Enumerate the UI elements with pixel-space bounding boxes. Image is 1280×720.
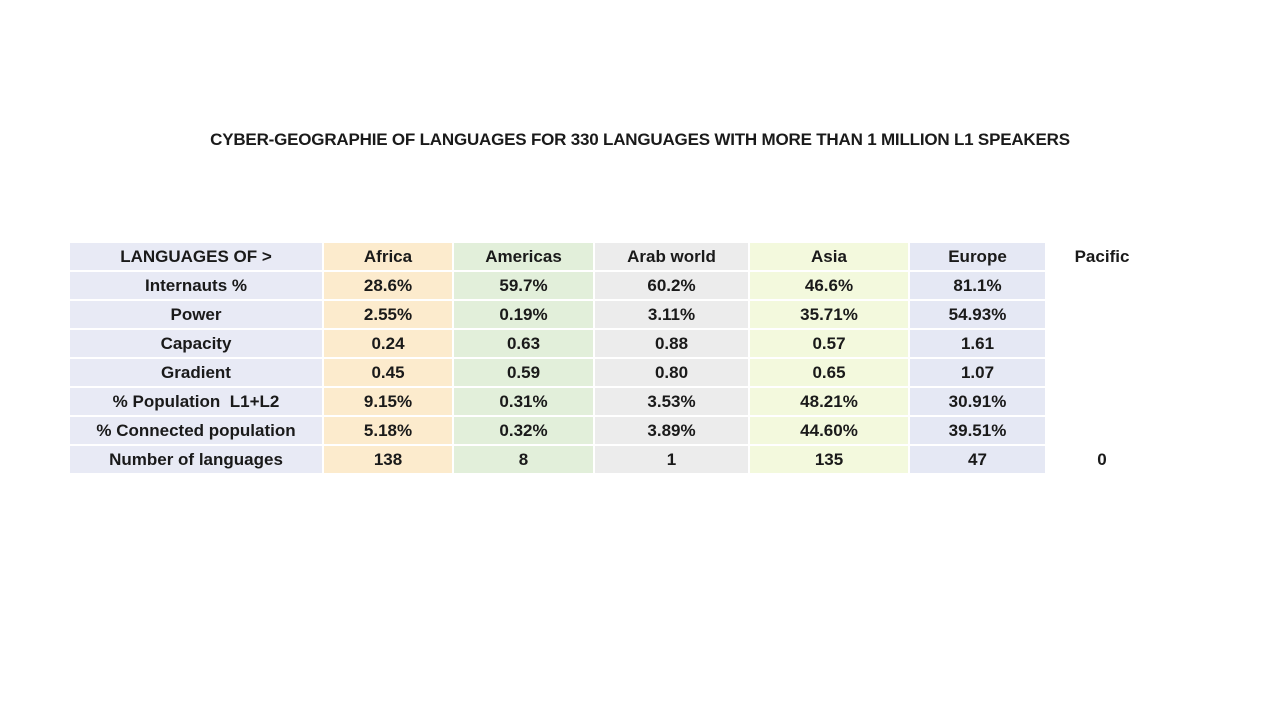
- row-label: % Population L1+L2: [70, 388, 322, 415]
- table-cell: 0.63: [454, 330, 593, 357]
- corner-header: LANGUAGES OF >: [70, 243, 322, 270]
- table-cell: 0.24: [324, 330, 452, 357]
- table-row-gradient: Gradient 0.45 0.59 0.80 0.65 1.07: [70, 359, 1157, 386]
- table-cell: 39.51%: [910, 417, 1045, 444]
- column-header-pacific: Pacific: [1047, 243, 1157, 270]
- row-label: Gradient: [70, 359, 322, 386]
- table-cell: 1.61: [910, 330, 1045, 357]
- table-cell: 0.88: [595, 330, 748, 357]
- table-cell: 44.60%: [750, 417, 908, 444]
- table-cell: 81.1%: [910, 272, 1045, 299]
- table-cell: 0.32%: [454, 417, 593, 444]
- column-header-europe: Europe: [910, 243, 1045, 270]
- table-cell: 30.91%: [910, 388, 1045, 415]
- table-cell: 8: [454, 446, 593, 473]
- row-label: Capacity: [70, 330, 322, 357]
- table-row-number-of-languages: Number of languages 138 8 1 135 47 0: [70, 446, 1157, 473]
- row-label: Number of languages: [70, 446, 322, 473]
- page-title: CYBER-GEOGRAPHIE OF LANGUAGES FOR 330 LA…: [210, 130, 1070, 149]
- table-cell: 1.07: [910, 359, 1045, 386]
- table-cell: 0.59: [454, 359, 593, 386]
- row-label: Internauts %: [70, 272, 322, 299]
- table-cell: 47: [910, 446, 1045, 473]
- table-cell: 0.65: [750, 359, 908, 386]
- table-row-internauts: Internauts % 28.6% 59.7% 60.2% 46.6% 81.…: [70, 272, 1157, 299]
- table-cell: 48.21%: [750, 388, 908, 415]
- table-cell: 46.6%: [750, 272, 908, 299]
- table-cell: 135: [750, 446, 908, 473]
- table-cell: 138: [324, 446, 452, 473]
- table-cell: [1047, 301, 1157, 328]
- table-header-row: LANGUAGES OF > Africa Americas Arab worl…: [70, 243, 1157, 270]
- table-cell: 0: [1047, 446, 1157, 473]
- table-cell: 9.15%: [324, 388, 452, 415]
- table-cell: 3.89%: [595, 417, 748, 444]
- table-cell: [1047, 359, 1157, 386]
- table-cell: [1047, 272, 1157, 299]
- table-row-connected-population: % Connected population 5.18% 0.32% 3.89%…: [70, 417, 1157, 444]
- table-cell: 59.7%: [454, 272, 593, 299]
- table-cell: 0.31%: [454, 388, 593, 415]
- table-cell: [1047, 330, 1157, 357]
- table-cell: 0.45: [324, 359, 452, 386]
- table-cell: 28.6%: [324, 272, 452, 299]
- table-cell: 2.55%: [324, 301, 452, 328]
- table-row-capacity: Capacity 0.24 0.63 0.88 0.57 1.61: [70, 330, 1157, 357]
- table-cell: 5.18%: [324, 417, 452, 444]
- column-header-africa: Africa: [324, 243, 452, 270]
- table-cell: 0.19%: [454, 301, 593, 328]
- table-cell: 1: [595, 446, 748, 473]
- column-header-arab-world: Arab world: [595, 243, 748, 270]
- table-cell: 60.2%: [595, 272, 748, 299]
- row-label: % Connected population: [70, 417, 322, 444]
- table-cell: [1047, 388, 1157, 415]
- table-cell: 3.11%: [595, 301, 748, 328]
- cyber-geography-table: LANGUAGES OF > Africa Americas Arab worl…: [68, 241, 1159, 475]
- table-row-power: Power 2.55% 0.19% 3.11% 35.71% 54.93%: [70, 301, 1157, 328]
- table-cell: 3.53%: [595, 388, 748, 415]
- column-header-asia: Asia: [750, 243, 908, 270]
- table-cell: 35.71%: [750, 301, 908, 328]
- table-cell: 0.80: [595, 359, 748, 386]
- table-cell: 0.57: [750, 330, 908, 357]
- table-cell: 54.93%: [910, 301, 1045, 328]
- table-row-population-l1-l2: % Population L1+L2 9.15% 0.31% 3.53% 48.…: [70, 388, 1157, 415]
- table-cell: [1047, 417, 1157, 444]
- column-header-americas: Americas: [454, 243, 593, 270]
- row-label: Power: [70, 301, 322, 328]
